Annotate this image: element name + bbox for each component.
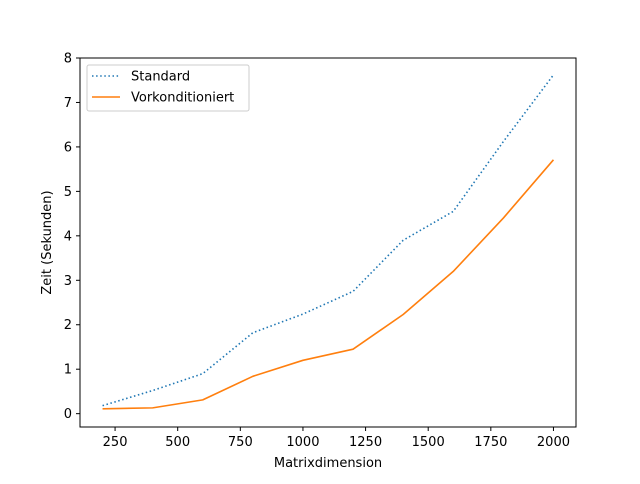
legend: Standard Vorkonditioniert	[87, 65, 249, 111]
series-line-standard	[103, 75, 554, 406]
legend-label-vorkonditioniert: Vorkonditioniert	[131, 91, 234, 106]
series-line-vorkonditioniert	[103, 160, 554, 409]
x-tick-label: 1000	[286, 435, 319, 450]
x-tick-label: 2000	[537, 435, 570, 450]
y-tick-label: 7	[64, 96, 72, 111]
x-tick-label: 250	[103, 435, 128, 450]
x-tick-label: 1250	[349, 435, 382, 450]
x-tick-label: 1500	[412, 435, 445, 450]
legend-label-standard: Standard	[131, 70, 190, 85]
y-tick-label: 5	[64, 185, 72, 200]
x-tick-label: 500	[165, 435, 190, 450]
y-tick-label: 4	[64, 229, 72, 244]
y-tick-label: 2	[64, 318, 72, 333]
y-tick-label: 8	[64, 52, 72, 67]
y-tick-label: 1	[64, 363, 72, 378]
y-axis-label: Zeit (Sekunden)	[40, 190, 55, 294]
x-axis-label: Matrixdimension	[274, 456, 382, 471]
y-tick-label: 0	[64, 407, 72, 422]
y-tick-label: 3	[64, 274, 72, 289]
x-tick-label: 1750	[474, 435, 507, 450]
x-tick-label: 750	[228, 435, 253, 450]
plot-frame	[80, 58, 576, 427]
y-tick-label: 6	[64, 140, 72, 155]
